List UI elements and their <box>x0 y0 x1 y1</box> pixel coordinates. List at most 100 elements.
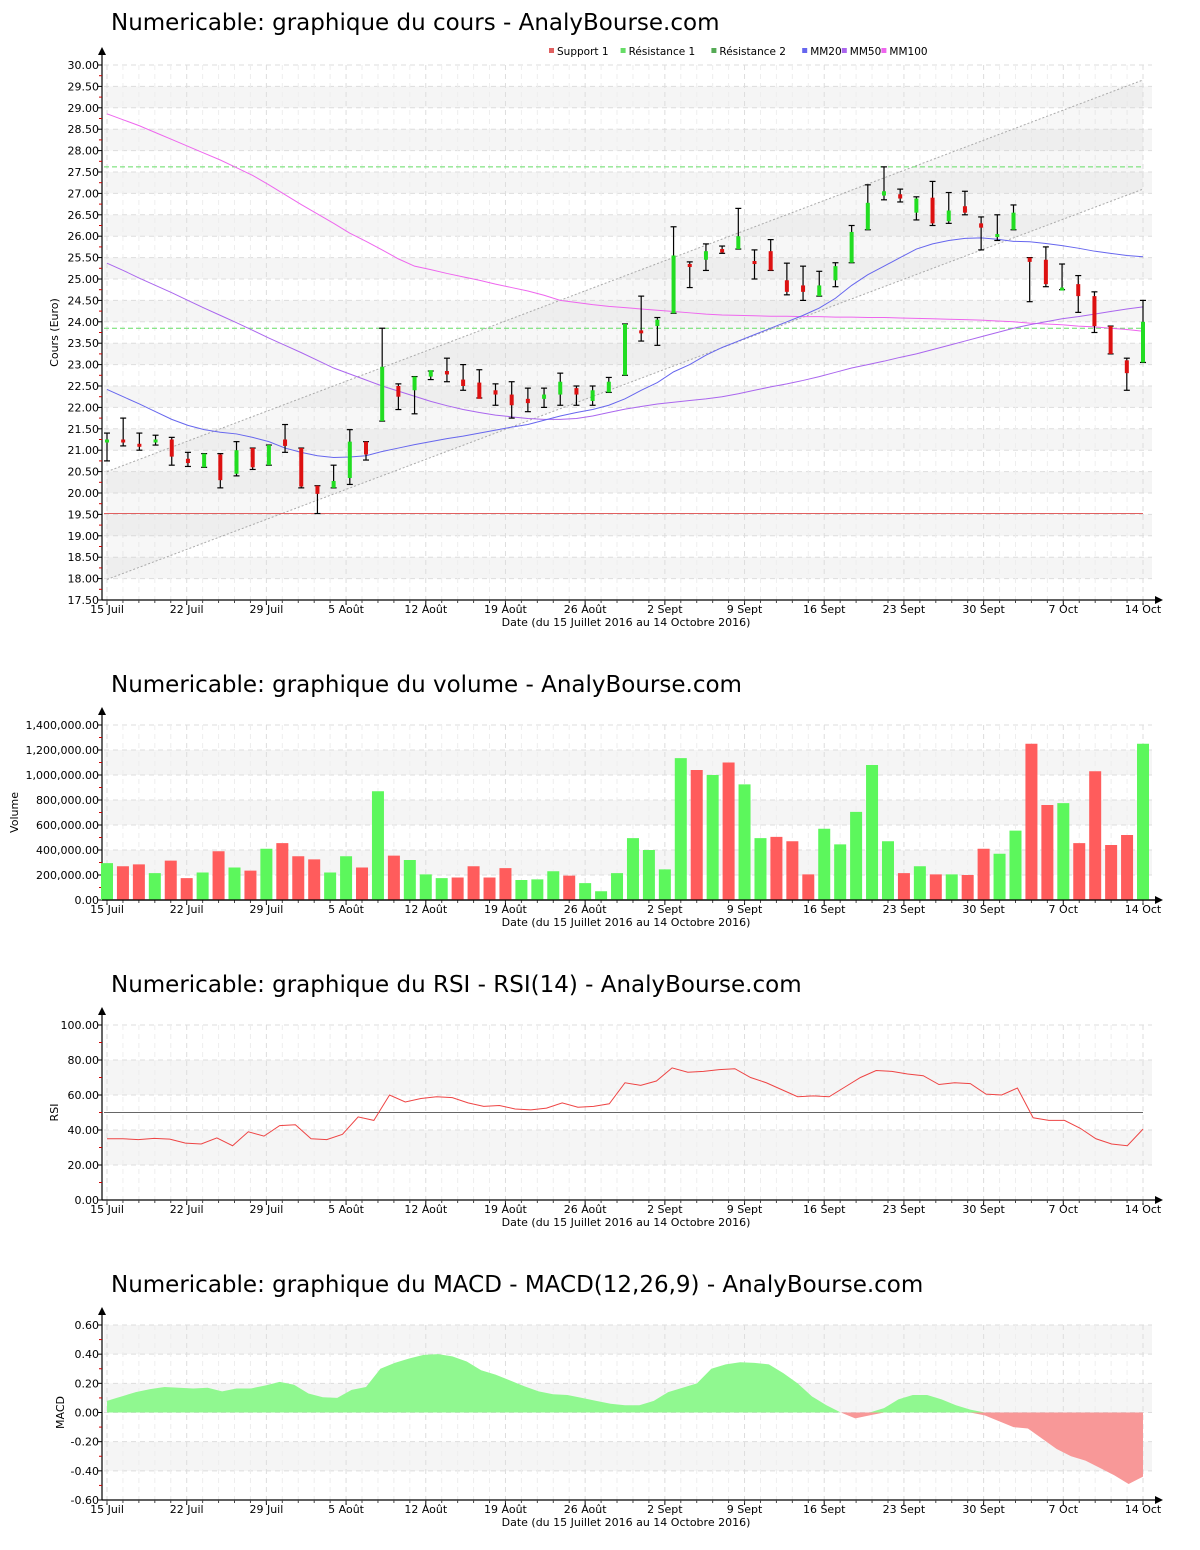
candle <box>233 441 240 477</box>
x-tick-label: 26 Août <box>564 1203 608 1216</box>
price-chart-title: Numericable: graphique du cours - AnalyB… <box>111 10 720 36</box>
candle <box>460 364 467 391</box>
x-tick-label: 15 Juil <box>90 603 124 616</box>
volume-bar <box>132 864 145 900</box>
y-tick-label: 1,400,000.00 <box>26 719 99 732</box>
volume-bar <box>116 866 129 900</box>
candle-body <box>299 448 304 487</box>
candle-body <box>509 394 514 406</box>
legend-swatch <box>549 48 554 53</box>
y-axis-arrow-icon <box>98 707 106 715</box>
x-tick-label: 19 Août <box>484 903 528 916</box>
candle <box>282 423 289 453</box>
y-tick-label: 0.40 <box>75 1348 100 1361</box>
grid-band <box>104 1441 1152 1471</box>
y-tick-label: 21.50 <box>68 423 100 436</box>
y-axis-label: MACD <box>54 1396 67 1429</box>
x-tick-label: 23 Sept <box>883 903 926 916</box>
candle <box>735 207 742 250</box>
candle <box>314 485 321 515</box>
y-tick-label: 23.50 <box>68 337 100 350</box>
y-tick-label: 27.50 <box>68 166 100 179</box>
volume-bar <box>164 860 177 900</box>
x-tick-label: 19 Août <box>484 1203 528 1216</box>
candle-body <box>720 249 725 253</box>
volume-bar <box>595 891 608 900</box>
volume-bar <box>897 873 910 900</box>
trend-channel-lower <box>106 188 1144 580</box>
legend-label: MM100 <box>889 46 927 58</box>
x-tick-label: 30 Sept <box>962 1503 1005 1516</box>
volume-bar <box>467 866 480 900</box>
y-axis-arrow-icon <box>98 1307 106 1315</box>
volume-bar <box>1057 803 1070 900</box>
volume-bar <box>212 851 225 900</box>
volume-bar <box>929 874 942 900</box>
candle <box>622 323 628 376</box>
volume-bar <box>148 873 161 900</box>
x-tick-label: 5 Août <box>328 1503 365 1516</box>
candle <box>476 369 483 399</box>
candle <box>492 383 499 406</box>
candle-body <box>736 236 741 250</box>
candle <box>1059 263 1066 291</box>
volume-bar <box>706 775 719 900</box>
candle <box>961 190 968 216</box>
y-axis-label: RSI <box>48 1104 61 1122</box>
grid-band <box>104 1130 1152 1165</box>
volume-bar <box>754 838 767 900</box>
volume-bar <box>435 878 448 900</box>
volume-bar <box>1089 771 1102 900</box>
candle-body <box>639 330 644 334</box>
x-tick-label: 7 Oct <box>1049 1503 1079 1516</box>
y-tick-label: 20.00 <box>68 487 100 500</box>
candle-body <box>412 376 417 391</box>
x-tick-label: 14 Oct <box>1125 1203 1162 1216</box>
volume-bar <box>308 859 321 900</box>
candle <box>184 451 191 468</box>
candle-body <box>801 285 806 292</box>
volume-bar <box>993 853 1006 900</box>
candle-body <box>558 381 563 395</box>
candle-body <box>865 202 870 230</box>
volume-bar <box>674 758 687 900</box>
x-tick-label: 16 Sept <box>803 903 846 916</box>
x-tick-label: 16 Sept <box>803 603 846 616</box>
y-axis-label: Cours (Euro) <box>48 298 61 367</box>
y-tick-label: 21.00 <box>68 444 100 457</box>
candle-body <box>1108 326 1113 354</box>
y-tick-label: 600,000.00 <box>36 819 99 832</box>
candle <box>702 243 709 272</box>
volume-bar <box>690 770 703 900</box>
candle <box>395 383 402 411</box>
candle-body <box>461 379 466 386</box>
legend-label: MM20 <box>810 46 841 58</box>
volume-bar <box>531 879 544 900</box>
x-tick-label: 19 Août <box>484 1503 528 1516</box>
mm20-line <box>106 237 1144 458</box>
grid-band <box>104 1325 1152 1355</box>
candle <box>411 375 418 415</box>
candle <box>168 436 175 466</box>
grid-band <box>104 800 1152 825</box>
candle-body <box>202 453 207 468</box>
candle-body <box>1092 296 1097 327</box>
candle <box>573 385 580 406</box>
volume-bar <box>1121 835 1134 900</box>
candle <box>897 188 904 203</box>
y-tick-label: 1,200,000.00 <box>26 744 99 757</box>
x-tick-label: 26 Août <box>564 903 608 916</box>
candle <box>1107 325 1114 355</box>
candle <box>363 441 369 461</box>
candle-body <box>525 398 530 404</box>
volume-bar <box>1009 830 1022 900</box>
candle-body <box>315 485 320 494</box>
price-chart: 17.50 18.00 18.50 19.00 19.50 20.00 20.50 21.00… <box>48 46 1163 629</box>
candle <box>120 417 127 447</box>
y-tick-label: 0.60 <box>75 1319 100 1332</box>
y-tick-label: 400,000.00 <box>36 844 99 857</box>
candle-body <box>882 191 886 196</box>
candle-body <box>364 441 368 455</box>
x-tick-label: 23 Sept <box>883 603 926 616</box>
volume-bar <box>1137 743 1149 900</box>
